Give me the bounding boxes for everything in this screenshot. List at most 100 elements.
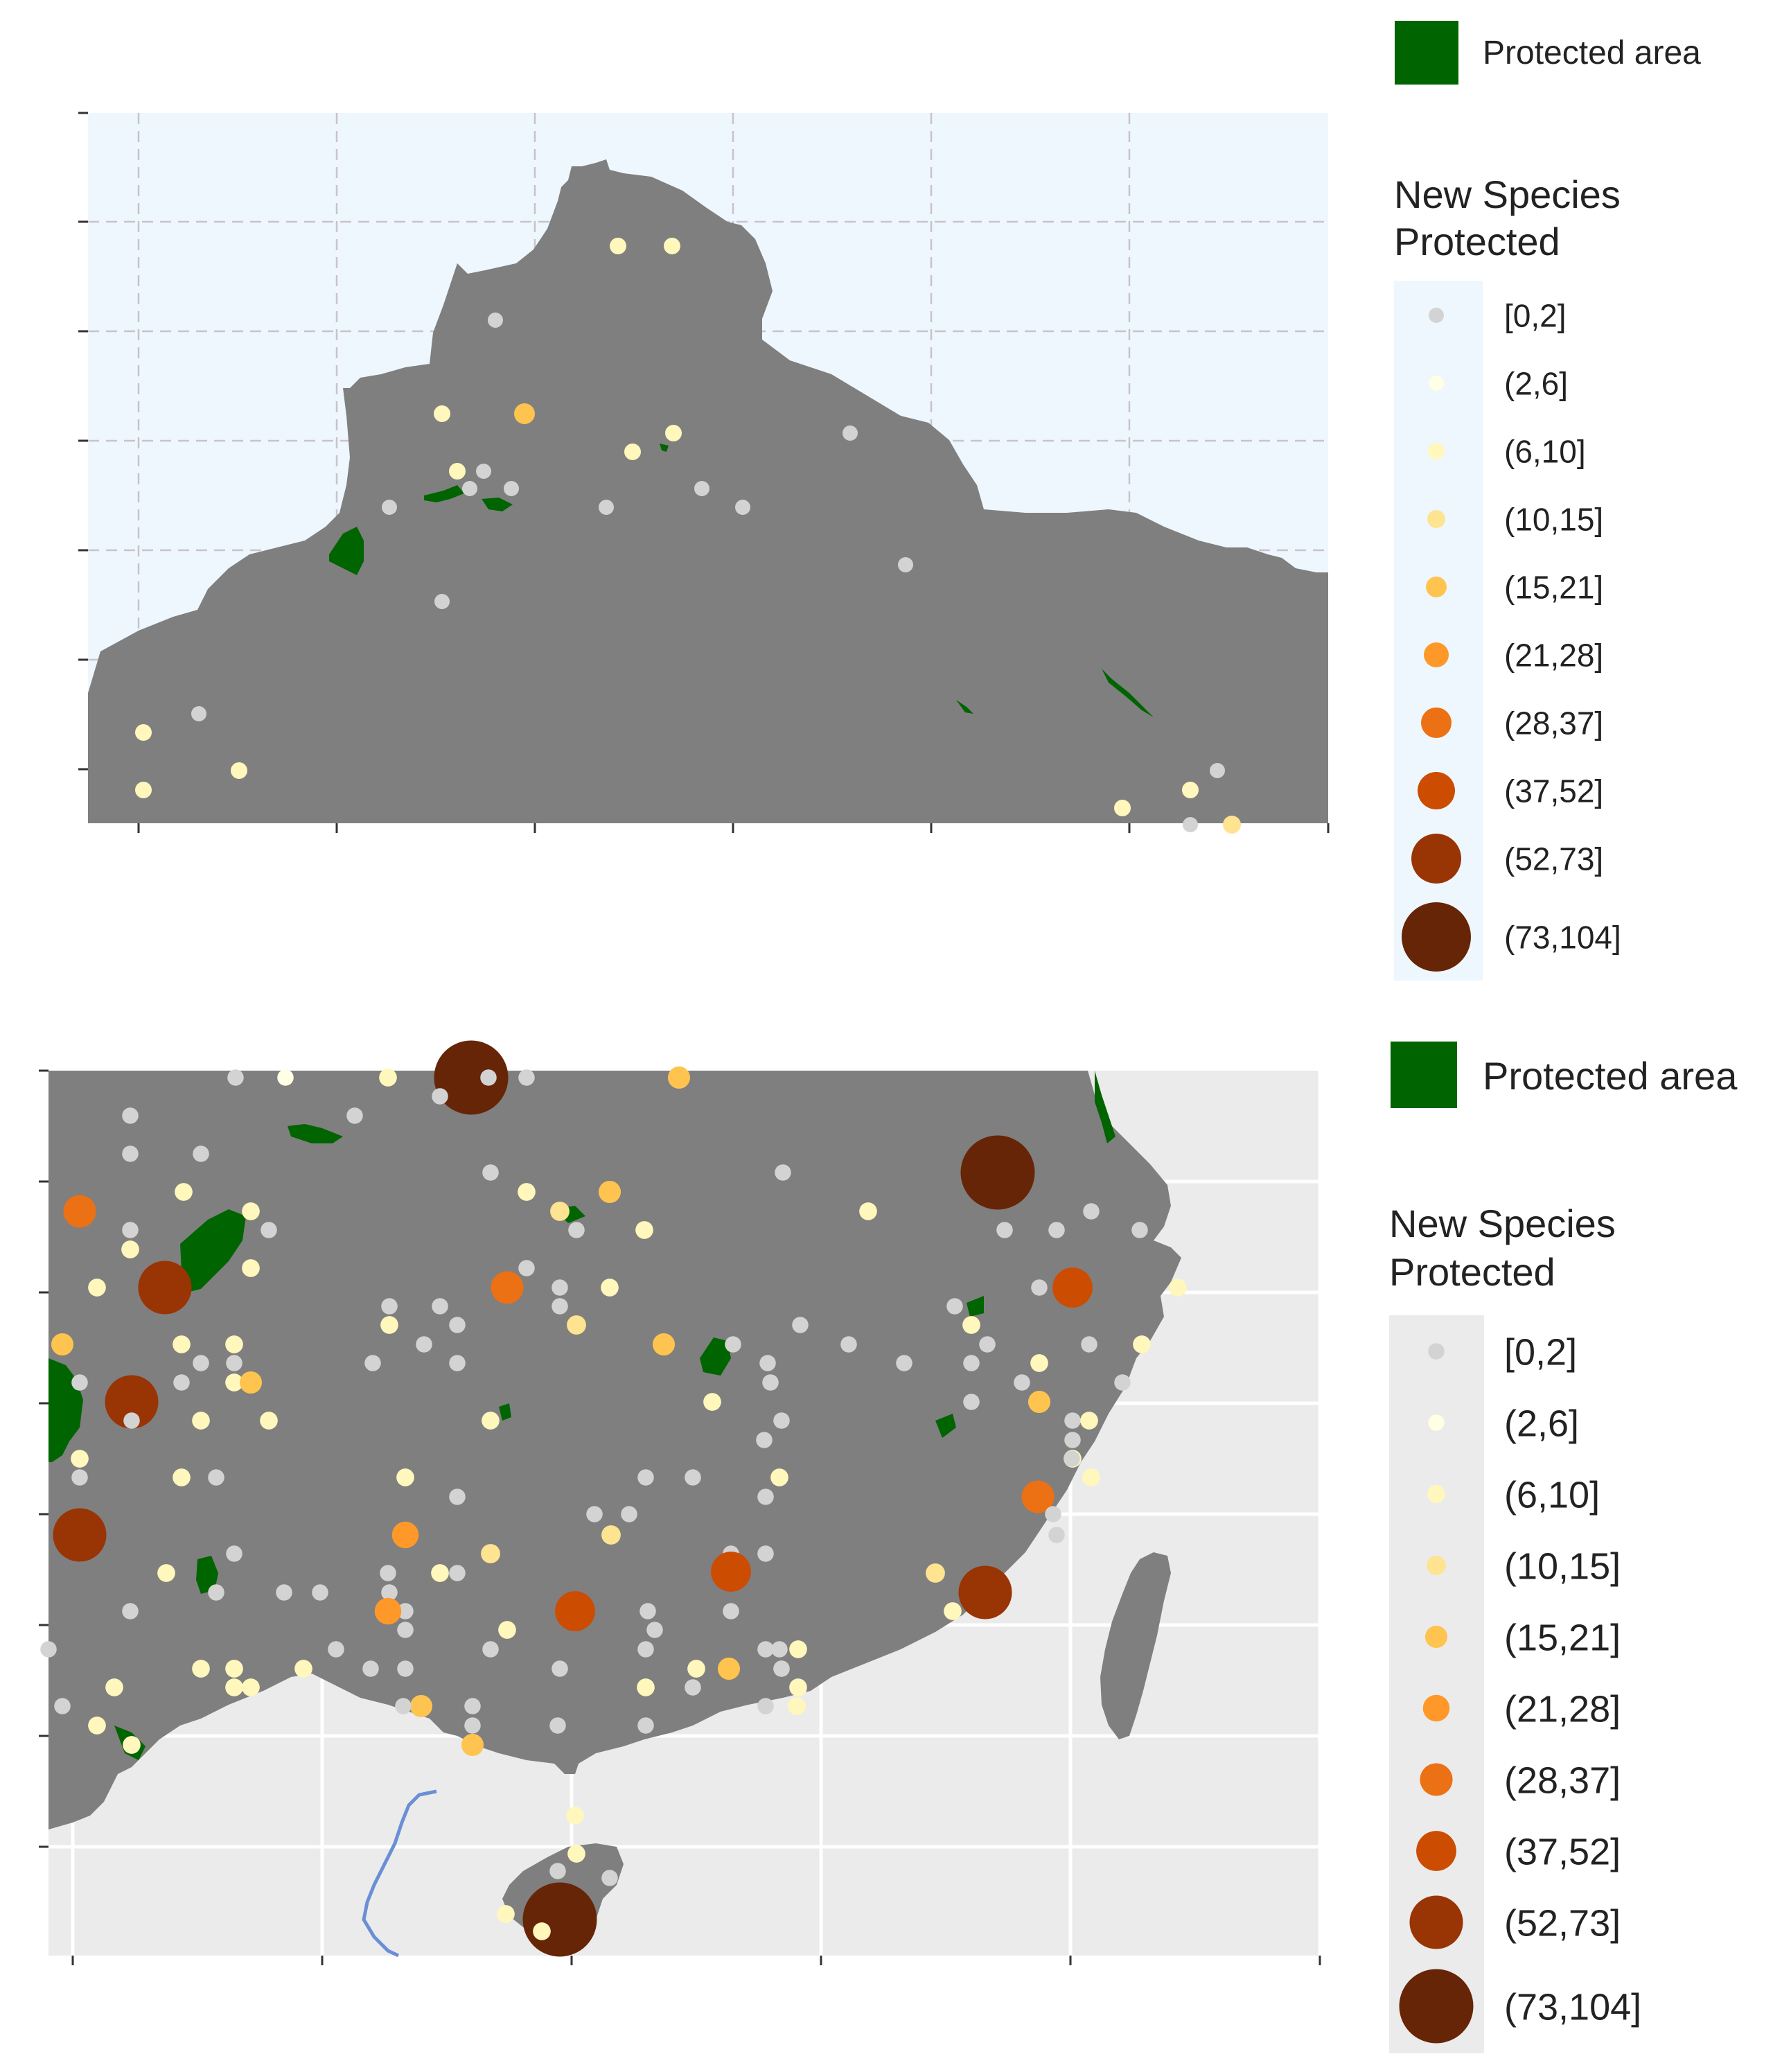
survey-point xyxy=(497,1905,515,1923)
survey-point xyxy=(637,1717,654,1734)
survey-point xyxy=(979,1336,996,1353)
legend-key-label: (28,37] xyxy=(1504,705,1603,741)
survey-point xyxy=(664,238,680,254)
survey-point xyxy=(276,1584,292,1601)
legend-key-dot xyxy=(1426,577,1447,597)
legend-key-label: (52,73] xyxy=(1504,1902,1621,1944)
survey-point xyxy=(762,1374,779,1391)
survey-point xyxy=(226,1545,242,1562)
legend-key-label: (2,6] xyxy=(1504,366,1568,402)
survey-point xyxy=(381,1584,398,1601)
survey-point xyxy=(514,403,535,424)
survey-point xyxy=(601,1870,618,1886)
survey-point xyxy=(898,557,913,572)
survey-point xyxy=(703,1393,721,1411)
survey-point xyxy=(533,1922,551,1940)
survey-point xyxy=(312,1584,328,1601)
survey-point xyxy=(1048,1527,1065,1543)
survey-point xyxy=(586,1506,603,1522)
legend-key-dot xyxy=(1416,1831,1456,1871)
survey-point xyxy=(71,1469,88,1486)
taiwan-island xyxy=(1100,1552,1171,1739)
survey-point xyxy=(175,1183,193,1201)
survey-point xyxy=(135,724,152,741)
survey-point xyxy=(963,1394,980,1410)
survey-point xyxy=(192,1412,210,1430)
survey-point xyxy=(122,1603,139,1619)
survey-point xyxy=(711,1552,751,1592)
survey-point xyxy=(431,1564,449,1582)
survey-point xyxy=(962,1316,980,1334)
survey-point xyxy=(567,1845,585,1863)
survey-point xyxy=(770,1468,788,1486)
survey-point xyxy=(397,1622,414,1638)
legend-key-label: (37,52] xyxy=(1504,1831,1621,1872)
survey-point xyxy=(482,1164,499,1181)
survey-point xyxy=(725,1336,741,1353)
survey-point xyxy=(958,1565,1012,1619)
survey-point xyxy=(225,1373,243,1391)
legend-key-dot xyxy=(1409,1895,1463,1949)
survey-point xyxy=(1030,1354,1048,1372)
survey-point xyxy=(173,1335,191,1353)
survey-point xyxy=(481,1544,500,1563)
survey-point xyxy=(552,1298,568,1315)
survey-point xyxy=(121,1240,139,1258)
survey-point xyxy=(717,1657,741,1680)
legend-key-label: (10,15] xyxy=(1504,502,1603,538)
survey-point xyxy=(51,1333,74,1356)
survey-point xyxy=(518,1183,536,1201)
survey-point xyxy=(665,425,682,441)
survey-point xyxy=(621,1506,637,1522)
survey-point xyxy=(552,1660,568,1677)
survey-point xyxy=(88,1717,106,1735)
legend-key-label: [0,2] xyxy=(1504,1331,1577,1373)
survey-point xyxy=(498,1621,516,1639)
survey-point xyxy=(789,1640,807,1658)
legend-key-dot xyxy=(1424,642,1449,667)
survey-point xyxy=(735,500,750,515)
survey-point xyxy=(122,1222,139,1238)
survey-point xyxy=(364,1355,381,1371)
survey-point xyxy=(1183,817,1198,832)
survey-point xyxy=(157,1564,175,1582)
survey-point xyxy=(1080,1412,1098,1430)
survey-point xyxy=(843,425,858,441)
survey-point xyxy=(135,782,152,798)
survey-point xyxy=(193,1145,209,1162)
survey-point xyxy=(549,1863,566,1879)
survey-point xyxy=(225,1678,243,1696)
survey-point xyxy=(231,762,247,779)
survey-point xyxy=(54,1698,71,1714)
survey-point xyxy=(1048,1222,1065,1238)
survey-point xyxy=(624,444,641,460)
survey-point xyxy=(464,1717,481,1734)
survey-point xyxy=(449,1565,466,1581)
survey-point xyxy=(1052,1267,1093,1308)
survey-point xyxy=(960,1135,1035,1210)
survey-point xyxy=(480,1069,497,1086)
survey-point xyxy=(434,1040,509,1115)
survey-point xyxy=(397,1660,414,1677)
survey-point xyxy=(434,594,450,609)
legend-key-label: (15,21] xyxy=(1504,570,1603,606)
survey-point xyxy=(381,1298,398,1315)
river xyxy=(362,1789,437,1958)
survey-point xyxy=(242,1259,260,1277)
survey-point xyxy=(550,1202,570,1221)
survey-point xyxy=(1114,800,1131,816)
legend-key-label: [0,2] xyxy=(1504,298,1567,334)
survey-point xyxy=(1131,1222,1148,1238)
survey-point xyxy=(637,1469,654,1486)
survey-point xyxy=(635,1221,653,1239)
survey-point xyxy=(138,1261,192,1315)
legend-key-label: (52,73] xyxy=(1504,841,1603,877)
survey-point xyxy=(173,1468,191,1486)
survey-point xyxy=(1064,1450,1080,1467)
survey-point xyxy=(788,1697,806,1715)
survey-point xyxy=(757,1641,774,1658)
survey-point xyxy=(637,1678,655,1696)
survey-point xyxy=(379,1069,397,1087)
survey-point xyxy=(896,1355,912,1371)
survey-point xyxy=(944,1602,962,1620)
